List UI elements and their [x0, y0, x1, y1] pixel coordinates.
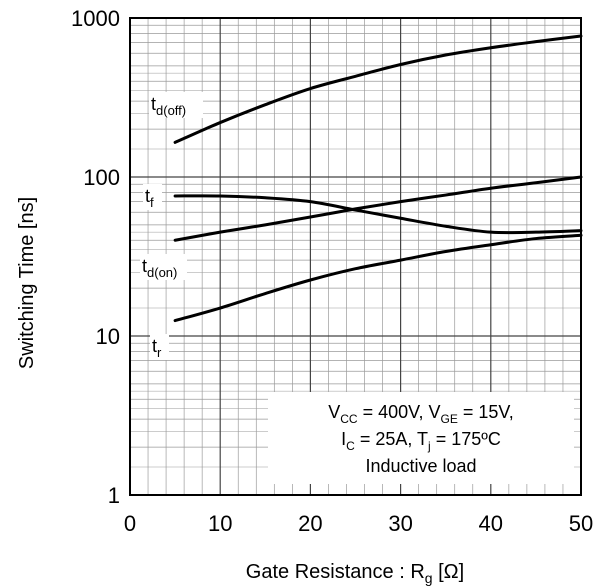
- tick-labels: 0 10 20 30 40 50 1 10 100 1000: [71, 6, 593, 536]
- series-line-r: [173, 233, 583, 323]
- y-tick-label: 10: [96, 324, 120, 349]
- series-label-doff: td(off): [151, 94, 186, 118]
- series-line-doff: [173, 34, 583, 144]
- series-label-background: [143, 184, 162, 210]
- conditions-box: VCC = 400V, VGE = 15V, IC = 25A, Tj = 17…: [268, 392, 574, 484]
- series-label-background: [150, 334, 169, 360]
- series-lines: [173, 34, 583, 323]
- x-tick-label: 30: [388, 511, 412, 536]
- x-tick-label: 20: [298, 511, 322, 536]
- y-tick-label: 1000: [71, 6, 120, 31]
- conditions-box-background: [268, 392, 574, 484]
- series-label-r: tr: [152, 336, 162, 360]
- x-tick-label: 10: [208, 511, 232, 536]
- series-labels: td(off) tf td(on) tr: [140, 92, 203, 360]
- conditions-line-3: Inductive load: [365, 456, 476, 476]
- series-line-don: [173, 175, 583, 242]
- series-label-don: td(on): [142, 256, 177, 280]
- series-label-background: [140, 254, 187, 280]
- y-tick-label: 100: [83, 165, 120, 190]
- series-line-f: [173, 194, 583, 235]
- series-label-background: [149, 92, 203, 118]
- series-label-f: tf: [145, 186, 154, 210]
- y-axis-title: Switching Time [ns]: [16, 197, 38, 369]
- plot-frame: [129, 17, 582, 496]
- x-axis-title: Gate Resistance : Rg [Ω]: [246, 561, 464, 586]
- x-tick-label: 40: [479, 511, 503, 536]
- conditions-line-2: IC = 25A, Tj = 175ºC: [341, 429, 501, 453]
- x-tick-label: 50: [569, 511, 593, 536]
- y-tick-label: 1: [108, 483, 120, 508]
- x-tick-label: 0: [124, 511, 136, 536]
- conditions-line-1: VCC = 400V, VGE = 15V,: [328, 402, 514, 426]
